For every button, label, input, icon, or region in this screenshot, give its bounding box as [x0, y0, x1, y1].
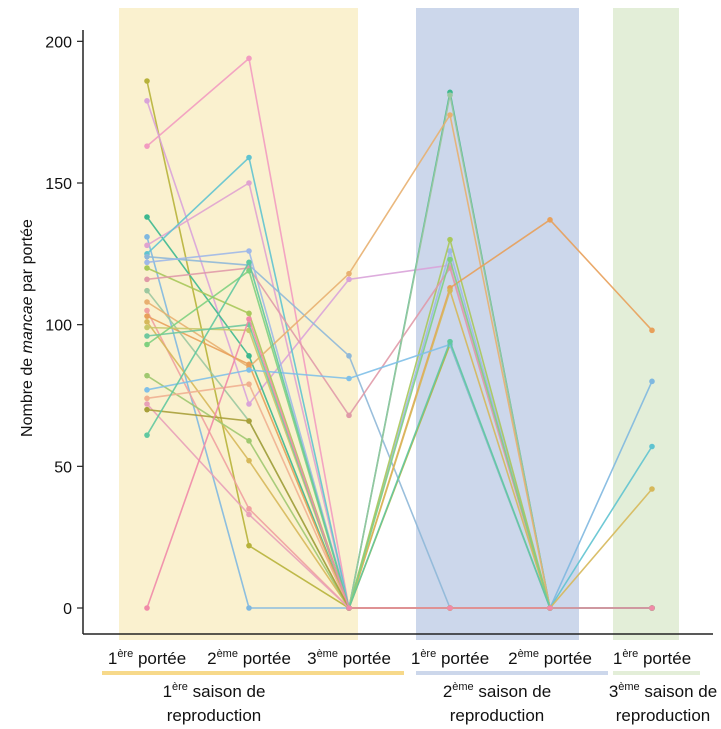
data-point [346, 375, 352, 382]
data-point [144, 319, 150, 325]
data-point [144, 253, 150, 260]
data-point [246, 605, 252, 611]
series-26 [144, 316, 655, 611]
data-point [447, 248, 453, 254]
season-band [119, 8, 358, 640]
data-point [144, 406, 150, 413]
data-point [144, 214, 150, 220]
x-tick-label: 2ème portée [508, 648, 592, 668]
data-point [649, 605, 655, 611]
season-band [416, 8, 579, 640]
data-point [144, 313, 150, 319]
axes [82, 30, 713, 635]
season-underline [416, 671, 608, 675]
x-tick-label: 1ère portée [613, 648, 691, 668]
data-point [547, 217, 553, 223]
data-point [246, 353, 252, 359]
data-point [144, 372, 150, 379]
data-point [144, 143, 150, 149]
data-point [246, 381, 252, 387]
data-point [246, 310, 252, 317]
data-point [346, 412, 352, 419]
data-point [447, 256, 453, 263]
data-point [144, 333, 150, 339]
season-underline [102, 671, 404, 675]
season-label-line1: 1ère saison de [163, 681, 266, 701]
data-point [144, 387, 150, 393]
season-label-line2: reproduction [167, 706, 262, 725]
data-point [649, 327, 655, 334]
data-point [144, 299, 150, 305]
data-point [144, 265, 150, 271]
data-point [246, 457, 252, 464]
x-tick-label: 3ème portée [307, 648, 391, 668]
data-point [144, 401, 150, 407]
data-point [246, 506, 252, 512]
y-tick-label: 50 [54, 459, 72, 476]
data-point [447, 236, 453, 243]
y-tick-label: 100 [45, 318, 72, 335]
data-point [144, 324, 150, 331]
x-tick-label: 1ère portée [411, 648, 489, 668]
data-point [246, 316, 252, 322]
data-point [346, 276, 352, 283]
data-point [144, 78, 150, 84]
season-label-line2: reproduction [450, 706, 545, 725]
data-point [144, 307, 150, 314]
data-point [547, 605, 553, 611]
series-lines [144, 55, 655, 611]
data-point [246, 438, 252, 444]
data-point [144, 276, 150, 283]
data-point [246, 248, 252, 254]
season-label-line2: reproduction [616, 706, 711, 725]
series-line [146, 288, 653, 610]
data-point [447, 338, 453, 345]
x-tick-label: 1ère portée [108, 648, 186, 668]
data-point [447, 112, 453, 118]
data-point [649, 486, 655, 492]
data-point [246, 259, 252, 266]
data-point [346, 605, 352, 611]
data-point [649, 443, 655, 450]
data-point [144, 432, 150, 438]
data-point [447, 605, 453, 611]
data-point [144, 259, 150, 266]
data-point [346, 353, 352, 359]
y-axis-label: Nombre de mancae par portée [19, 219, 36, 437]
series-line [146, 316, 652, 609]
data-point [447, 92, 453, 98]
data-point [246, 511, 252, 518]
data-point [144, 242, 150, 249]
season-labels: 1ère saison de reproduction 2ème saison de… [102, 671, 717, 725]
y-tick-label: 150 [45, 176, 72, 193]
data-point [144, 234, 150, 240]
season-bands [119, 8, 679, 640]
y-tick-label: 200 [45, 34, 72, 51]
data-point [447, 287, 453, 294]
data-point [246, 401, 252, 407]
data-point [144, 395, 150, 402]
x-tick-label: 2ème portée [207, 648, 291, 668]
data-point [144, 287, 150, 294]
season-label-line1: 3ème saison de [609, 681, 717, 701]
data-point [246, 418, 252, 424]
data-point [246, 542, 252, 549]
y-ticks: 0 50 100 150 200 [45, 34, 83, 618]
data-point [346, 270, 352, 277]
data-point [144, 98, 150, 104]
data-point [246, 361, 252, 368]
data-point [246, 367, 252, 373]
y-tick-label: 0 [63, 601, 72, 618]
data-point [246, 154, 252, 161]
data-point [144, 605, 150, 611]
season-underline [613, 671, 700, 675]
data-point [649, 378, 655, 385]
data-point [246, 180, 252, 186]
season-label-line1: 2ème saison de [443, 681, 551, 701]
data-point [144, 341, 150, 348]
data-point [246, 55, 252, 62]
x-tick-labels: 1ère portée 2ème portée 3ème portée 1ère po… [108, 648, 691, 668]
